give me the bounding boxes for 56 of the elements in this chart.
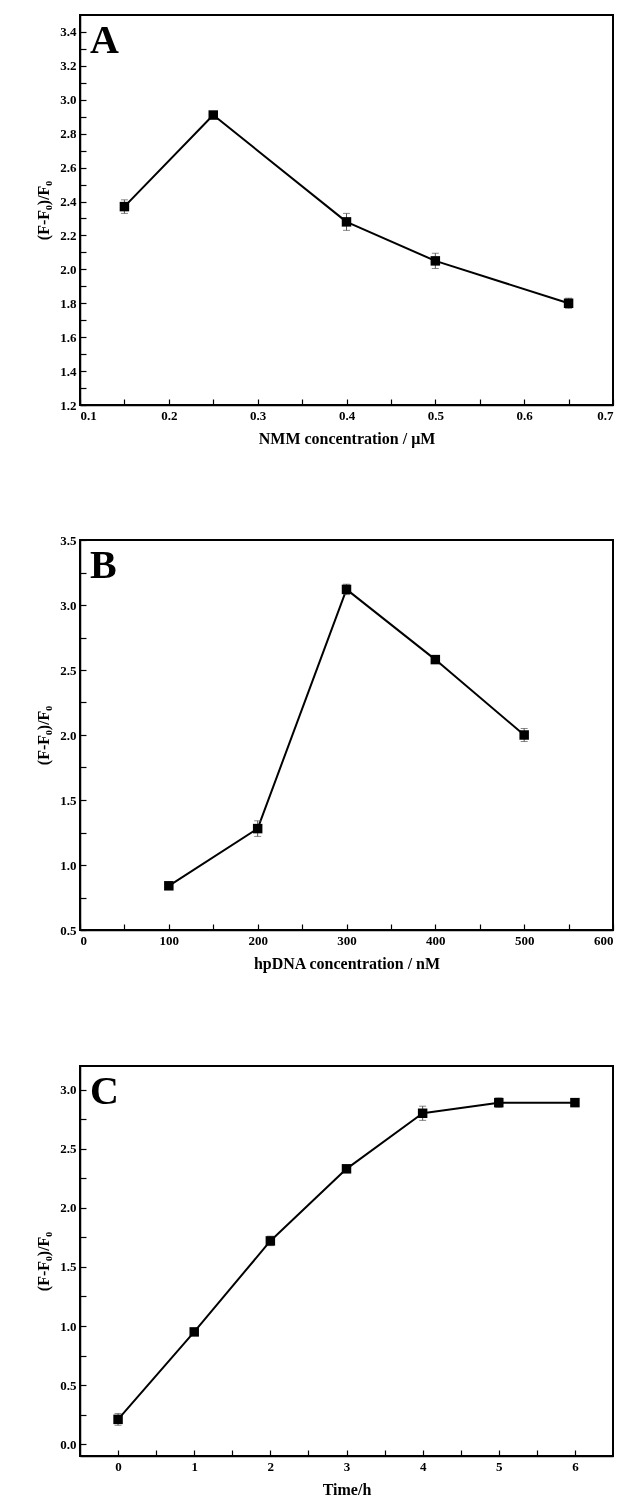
annotation: A <box>90 17 119 62</box>
x-tick-label: 3 <box>343 1458 351 1474</box>
x-tick-label: 0.2 <box>161 407 178 423</box>
y-tick-label: 3.5 <box>60 532 77 548</box>
x-axis-title: hpDNA concentration / nM <box>253 954 441 973</box>
x-tick-label: 2 <box>267 1458 275 1474</box>
y-tick-label: 0.5 <box>60 922 77 938</box>
x-tick-label: 0.3 <box>250 407 267 423</box>
y-tick-label: 2.5 <box>60 662 77 678</box>
y-tick-label: 1.5 <box>60 792 77 808</box>
x-tick-label: 0.5 <box>427 407 445 423</box>
x-tick-label: 600 <box>594 932 614 948</box>
x-tick-label: 1 <box>191 1458 198 1474</box>
x-tick-label: 6 <box>572 1458 580 1474</box>
x-tick-label: 400 <box>426 932 446 948</box>
y-tick-label: 2.5 <box>60 1141 77 1157</box>
x-tick-label: 0.1 <box>80 407 97 423</box>
x-tick-label: 0 <box>80 932 87 948</box>
x-tick-label: 300 <box>337 932 357 948</box>
y-tick-label: 2.2 <box>60 227 77 243</box>
y-tick-label: 2.6 <box>60 160 77 176</box>
x-tick-label: 4 <box>419 1458 427 1474</box>
y-tick-label: 2.8 <box>60 126 77 142</box>
y-tick-label: 3.0 <box>60 1082 77 1098</box>
y-axis-title: (F-F₀)/F₀ <box>35 1231 54 1292</box>
annotation: C <box>90 1068 119 1113</box>
y-tick-label: 2.0 <box>60 261 77 277</box>
y-tick-label: 1.0 <box>60 857 77 873</box>
y-tick-label: 3.4 <box>60 24 77 40</box>
y-tick-label: 1.4 <box>60 363 77 379</box>
y-axis-title: (F-F₀)/F₀ <box>35 180 54 241</box>
y-tick-label: 0.0 <box>60 1436 77 1452</box>
y-tick-label: 1.6 <box>60 329 77 345</box>
y-tick-label: 3.2 <box>60 58 77 74</box>
y-tick-label: 2.0 <box>60 1200 77 1216</box>
x-tick-label: 0.6 <box>516 407 534 423</box>
x-axis-title: NMM concentration / μM <box>258 429 436 448</box>
x-axis-title: Time/h <box>322 1480 372 1498</box>
y-tick-label: 2.0 <box>60 727 77 743</box>
y-tick-label: 1.5 <box>60 1259 77 1275</box>
y-tick-label: 2.4 <box>60 194 77 210</box>
x-tick-label: 100 <box>159 932 180 948</box>
y-tick-label: 3.0 <box>60 92 77 108</box>
x-tick-label: 0.7 <box>597 407 614 423</box>
x-tick-label: 0 <box>115 1458 122 1474</box>
x-tick-label: 200 <box>248 932 268 948</box>
y-tick-label: 3.0 <box>60 597 77 613</box>
y-tick-label: 1.2 <box>60 397 77 413</box>
y-tick-label: 0.5 <box>60 1377 77 1393</box>
x-tick-label: 0.4 <box>338 407 356 423</box>
x-tick-label: 500 <box>514 932 535 948</box>
annotation: B <box>90 542 117 587</box>
y-tick-label: 1.0 <box>60 1318 77 1334</box>
y-tick-label: 1.8 <box>60 295 77 311</box>
x-tick-label: 5 <box>496 1458 504 1474</box>
y-axis-title: (F-F₀)/F₀ <box>35 705 54 766</box>
